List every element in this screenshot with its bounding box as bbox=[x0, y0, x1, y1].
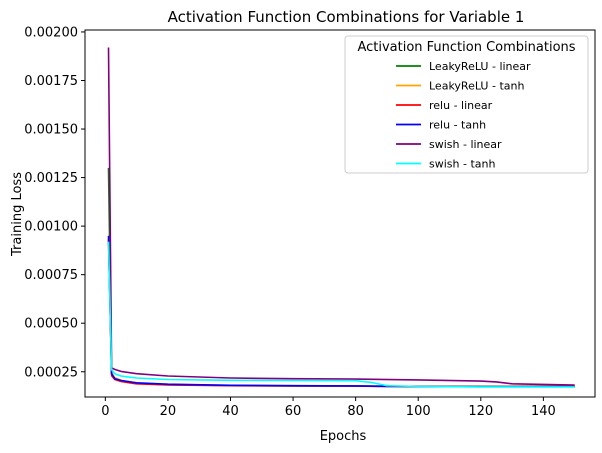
series-line-1 bbox=[107, 237, 575, 388]
legend-label-3: relu - tanh bbox=[429, 119, 486, 132]
legend-label-0: LeakyReLU - linear bbox=[429, 60, 531, 73]
legend: Activation Function Combinations LeakyRe… bbox=[344, 35, 589, 174]
y-tick-label: 0.00200 bbox=[24, 25, 78, 40]
x-tick-label: 120 bbox=[468, 404, 493, 419]
legend-label-5: swish - tanh bbox=[429, 158, 495, 171]
y-tick-label: 0.00175 bbox=[24, 74, 78, 89]
y-axis-label: Training Loss bbox=[10, 172, 25, 257]
chart-title: Activation Function Combinations for Var… bbox=[168, 8, 525, 26]
x-axis-label: Epochs bbox=[320, 429, 367, 444]
series-line-5 bbox=[107, 241, 575, 388]
series-line-3 bbox=[107, 235, 575, 388]
plot-frame bbox=[84, 29, 596, 398]
legend-items: LeakyReLU - linear LeakyReLU - tanh relu -… bbox=[396, 60, 531, 171]
x-tick-label: 40 bbox=[222, 404, 239, 419]
series-line-0 bbox=[107, 167, 575, 388]
series-line-4 bbox=[107, 47, 575, 386]
legend-label-1: LeakyReLU - tanh bbox=[429, 80, 524, 93]
x-axis: 0 20 40 60 80 100 120 140 bbox=[101, 397, 556, 419]
y-tick-label: 0.00050 bbox=[24, 317, 78, 332]
x-tick-label: 60 bbox=[285, 404, 302, 419]
y-axis: 0.00025 0.00050 0.00075 0.00100 0.00125 0.001… bbox=[24, 25, 85, 380]
y-tick-label: 0.00025 bbox=[24, 365, 78, 380]
x-tick-label: 0 bbox=[101, 404, 109, 419]
legend-label-4: swish - linear bbox=[429, 138, 502, 151]
x-tick-label: 80 bbox=[347, 404, 364, 419]
series-line-2 bbox=[107, 239, 575, 388]
y-tick-label: 0.00100 bbox=[24, 220, 78, 235]
series-layer bbox=[107, 47, 575, 388]
y-tick-label: 0.00075 bbox=[24, 268, 78, 283]
y-tick-label: 0.00150 bbox=[24, 123, 78, 138]
legend-label-2: relu - linear bbox=[429, 99, 493, 112]
x-tick-label: 140 bbox=[531, 404, 556, 419]
legend-title: Activation Function Combinations bbox=[357, 40, 575, 55]
x-tick-label: 20 bbox=[160, 404, 177, 419]
x-tick-label: 100 bbox=[406, 404, 431, 419]
y-tick-label: 0.00125 bbox=[24, 171, 78, 186]
legend-box bbox=[344, 35, 589, 174]
